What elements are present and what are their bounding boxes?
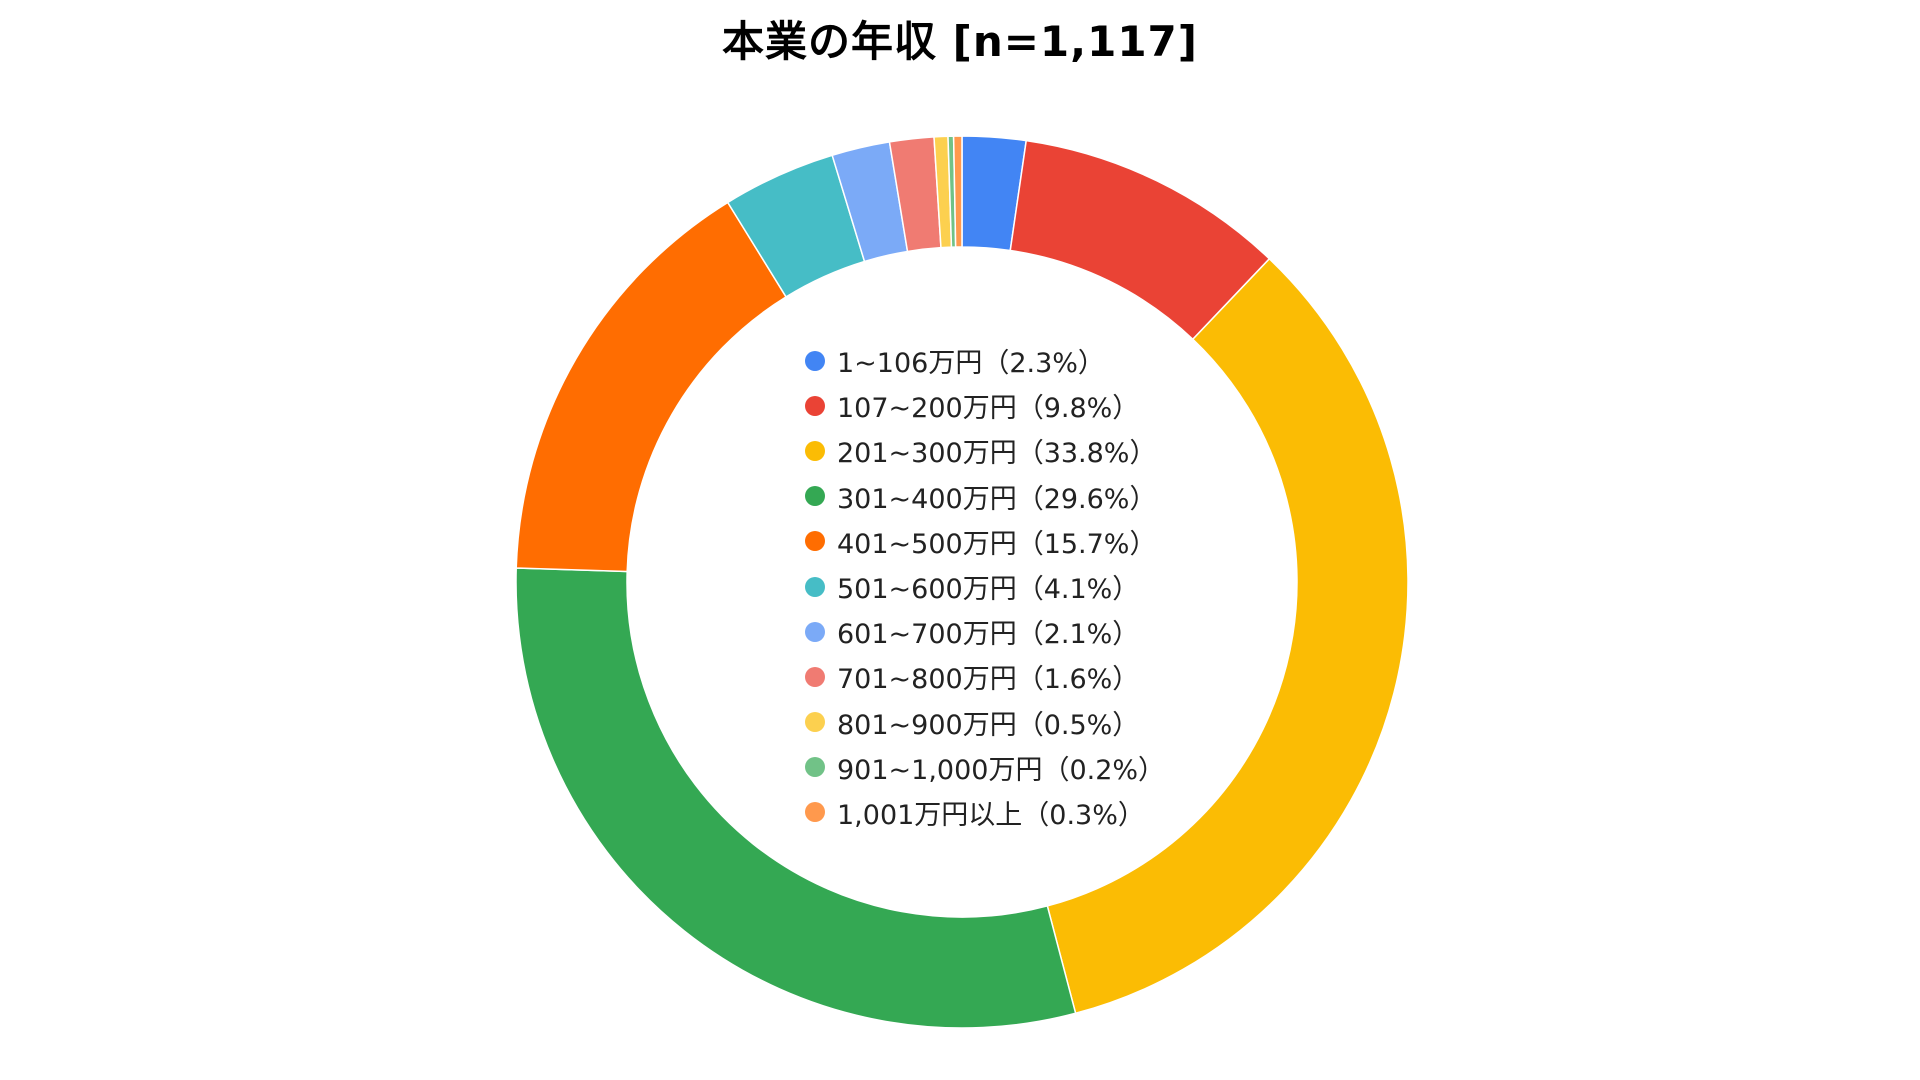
legend-item-4: 301~400万円（29.6%） (805, 474, 1165, 519)
legend-item-11: 1,001万円以上（0.3%） (805, 790, 1165, 835)
legend-item-6: 501~600万円（4.1%） (805, 564, 1165, 609)
legend-label-2: 107~200万円（9.8%） (837, 393, 1140, 425)
legend-marker-3 (805, 440, 825, 461)
legend-item-8: 701~800万円（1.6%） (805, 654, 1165, 699)
legend-marker-10 (805, 757, 825, 778)
legend-label-7: 601~700万円（2.1%） (837, 619, 1140, 651)
legend-marker-5 (805, 531, 825, 552)
legend-item-3: 201~300万円（33.8%） (805, 428, 1165, 473)
legend-label-3: 201~300万円（33.8%） (837, 438, 1157, 470)
legend-item-1: 1~106万円（2.3%） (805, 338, 1165, 383)
legend-item-9: 801~900万円（0.5%） (805, 700, 1165, 745)
legend-item-2: 107~200万円（9.8%） (805, 383, 1165, 428)
legend-label-4: 301~400万円（29.6%） (837, 483, 1157, 515)
donut-slice-3 (1046, 257, 1409, 1015)
legend-item-5: 401~500万円（15.7%） (805, 519, 1165, 564)
chart-title: 本業の年収 [n=1,117] (722, 17, 1198, 66)
legend-label-10: 901~1,000万円（0.2%） (837, 754, 1166, 786)
legend-marker-4 (805, 486, 825, 507)
legend-marker-2 (805, 395, 825, 416)
legend-label-1: 1~106万円（2.3%） (837, 348, 1105, 380)
legend-label-8: 701~800万円（1.6%） (837, 664, 1140, 696)
donut-slice-5 (515, 201, 788, 573)
legend-marker-1 (805, 350, 825, 371)
legend-item-7: 601~700万円（2.1%） (805, 609, 1165, 654)
legend-marker-6 (805, 576, 825, 597)
legend-marker-7 (805, 621, 825, 642)
legend-item-10: 901~1,000万円（0.2%） (805, 745, 1165, 790)
legend-label-6: 501~600万円（4.1%） (837, 574, 1140, 606)
legend-marker-8 (805, 666, 825, 687)
chart-legend: 1~106万円（2.3%） 107~200万円（9.8%） 201~300万円（33… (805, 338, 1165, 835)
legend-marker-11 (805, 802, 825, 823)
donut-slice-11 (952, 135, 963, 248)
donut-slice-4 (515, 567, 1077, 1029)
legend-label-5: 401~500万円（15.7%） (837, 528, 1157, 560)
legend-label-11: 1,001万円以上（0.3%） (837, 799, 1145, 831)
legend-marker-9 (805, 712, 825, 733)
legend-label-9: 801~900万円（0.5%） (837, 709, 1140, 741)
